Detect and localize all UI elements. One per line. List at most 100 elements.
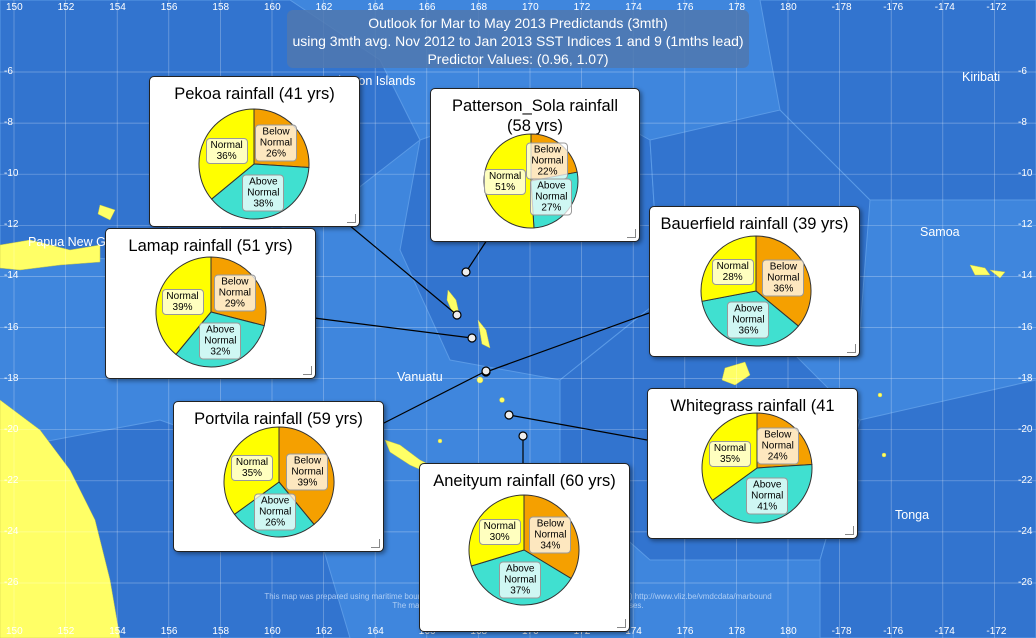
slice-percent: 39% [172,301,193,313]
resize-grip [371,539,380,548]
lon-label: 160 [264,626,281,637]
slice-label: Below Normal 34% [529,516,572,554]
slice-name: Normal [483,520,516,532]
lon-label: 166 [418,2,436,13]
leader-line [485,312,650,373]
place-label: Kiribati [962,70,1001,84]
lat-label: -14 [1018,270,1033,282]
slice-name: Below Normal [534,518,567,541]
station-dot [518,431,528,441]
slice-percent: 36% [773,283,794,295]
slice-name: Above Normal [732,303,765,326]
popup-title: Bauerfield rainfall (39 yrs) [660,215,849,233]
lon-label: -172 [986,2,1007,13]
lon-label: 154 [109,626,126,637]
lon-label: -174 [934,626,955,637]
lon-label: 178 [728,626,746,637]
slice-label: Above Normal 36% [727,301,770,339]
slice-name: Above Normal [204,324,237,347]
slice-label: Below Normal 39% [286,453,329,491]
slice-name: Below Normal [531,144,564,167]
lon-label: -178 [831,2,852,13]
slice-percent: 39% [297,477,318,489]
lon-label: 152 [57,2,75,13]
outlook-title: Outlook for Mar to May 2013 Predictands … [287,10,749,68]
slice-name: Below Normal [291,455,324,478]
slice-name: Normal [713,443,747,455]
resize-grip [847,344,856,353]
station-dot [467,333,477,343]
slice-label: Above Normal 32% [199,322,242,360]
lat-label: -8 [1018,117,1027,129]
slice-percent: 36% [216,151,237,163]
slice-name: Normal [235,457,269,469]
lat-label: -26 [4,577,19,588]
lat-label: -24 [1018,525,1033,537]
lon-label: 154 [109,2,126,13]
lat-label: -6 [4,66,13,77]
lon-label: 164 [367,626,384,637]
slice-label: Normal 39% [161,288,204,315]
lon-label: 170 [522,2,539,13]
station-popup: Aneityum rainfall (60 yrs) Below Normal 34… [419,463,630,632]
leader-line [508,414,648,441]
station-popup: Pekoa rainfall (41 yrs) Below Normal 26% Ab… [149,76,360,227]
lat-label: -8 [4,117,13,129]
lon-label: -176 [883,2,904,13]
pie [468,494,580,606]
lon-label: 176 [676,626,694,637]
lon-label: 174 [625,2,642,13]
slice-label: Normal 35% [231,455,274,482]
slice-label: Above Normal 27% [530,178,573,216]
lon-label: 176 [676,2,694,13]
leader-line [381,370,487,425]
lon-label: -172 [986,626,1007,637]
lon-label: 178 [728,2,746,13]
resize-grip [845,526,854,535]
lon-label: -176 [883,626,904,637]
popup-title: Pekoa rainfall (41 yrs) [174,85,335,103]
slice-label: Below Normal 24% [756,427,799,465]
slice-name: Below Normal [218,276,251,299]
station-dot [452,310,462,320]
lat-label: -20 [4,423,19,435]
slice-name: Normal [210,140,243,152]
lon-label: 156 [160,626,178,637]
slice-name: Above Normal [751,479,784,502]
lon-label: 150 [6,2,23,13]
slice-label: Above Normal 38% [242,174,285,212]
slice-percent: 51% [495,181,516,193]
station-popup: Patterson_Sola rainfall (58 yrs) Below No… [430,88,640,242]
lon-label: -174 [934,2,955,13]
slice-name: Below Normal [259,126,293,149]
lon-label: 156 [160,2,178,13]
slice-percent: 22% [537,166,558,178]
lat-label: -16 [4,321,19,333]
resize-grip [617,619,626,628]
lat-label: -14 [4,270,19,282]
leader-line [465,239,488,273]
slice-label: Below Normal 26% [255,124,298,162]
slice-percent: 37% [510,585,531,597]
title-line: using 3mth avg. Nov 2012 to Jan 2013 SST… [292,33,744,49]
place-label: Tonga [895,508,930,522]
leader-line [348,224,458,316]
lon-label: 164 [367,2,384,13]
resize-grip [627,229,636,238]
slice-label: Below Normal 29% [213,274,256,312]
lon-label: 158 [212,2,230,13]
lat-label: -10 [4,168,19,180]
lat-label: -18 [4,372,19,384]
slice-name: Above Normal [247,176,280,199]
station-popup: Lamap rainfall (51 yrs) Below Normal 29% Ab… [105,228,316,379]
slice-percent: 35% [242,468,263,480]
lat-label: -16 [1018,321,1033,333]
slice-label: Above Normal 26% [254,493,297,531]
slice-name: Above Normal [259,495,292,518]
lon-label: 158 [212,626,230,637]
slice-name: Normal [489,170,522,182]
lon-label: 162 [315,2,333,13]
slice-percent: 26% [265,517,286,529]
slice-percent: 26% [266,148,287,160]
